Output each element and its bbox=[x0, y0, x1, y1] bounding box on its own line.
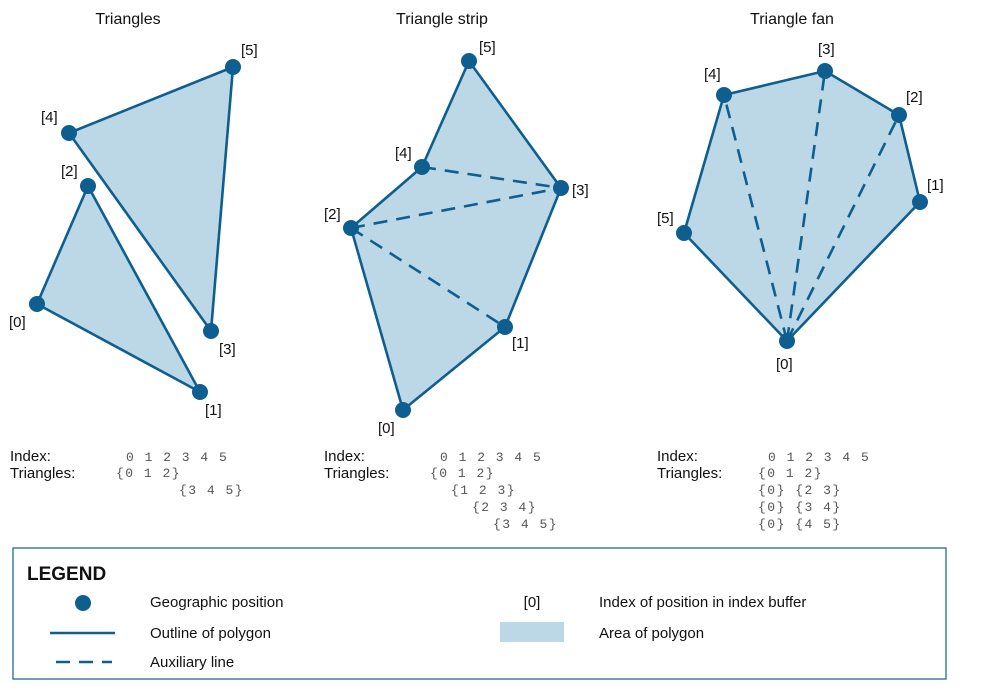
legend-position-symbol bbox=[75, 595, 91, 611]
panel-strip: Triangle strip [0] [1] [2] [3] [4] [5] I… bbox=[324, 11, 589, 532]
vertex-2 bbox=[891, 107, 907, 123]
fan-area bbox=[684, 71, 920, 341]
vertex-3 bbox=[203, 323, 219, 339]
triangle-row-1: {1 2 3} bbox=[451, 483, 516, 498]
vertex-label-5: [5] bbox=[657, 210, 674, 227]
index-row: 0 1 2 3 4 5 bbox=[126, 450, 228, 465]
outline-triangle-345 bbox=[67, 65, 235, 333]
vertex-label-3: [3] bbox=[572, 182, 589, 199]
triangle-row-0: {0 1 2} bbox=[758, 466, 823, 481]
vertex-5 bbox=[676, 225, 692, 241]
vertex-1 bbox=[192, 384, 208, 400]
triangle-row-2: {2 3 4} bbox=[472, 500, 537, 515]
legend: LEGEND Geographic position Outline of po… bbox=[12, 547, 947, 680]
legend-title: LEGEND bbox=[27, 564, 106, 585]
vertex-label-2: [2] bbox=[906, 89, 923, 106]
vertex-label-3: [3] bbox=[219, 341, 236, 358]
vertex-label-1: [1] bbox=[205, 402, 222, 419]
triangle-row-3: {0} {4 5} bbox=[758, 517, 842, 532]
vertex-label-4: [4] bbox=[395, 145, 412, 162]
vertex-3 bbox=[553, 180, 569, 196]
outline-triangle-012 bbox=[35, 184, 202, 394]
vertex-label-5: [5] bbox=[241, 42, 258, 59]
vertex-label-5: [5] bbox=[479, 39, 496, 56]
legend-auxiliary: Auxiliary line bbox=[150, 654, 234, 671]
triangles-label: Triangles: bbox=[324, 465, 389, 482]
vertex-label-4: [4] bbox=[704, 66, 721, 83]
vertex-label-4: [4] bbox=[41, 109, 58, 126]
index-row: 0 1 2 3 4 5 bbox=[440, 450, 542, 465]
auxiliary-line-0-2 bbox=[785, 114, 901, 342]
legend-box bbox=[12, 547, 947, 680]
vertex-1 bbox=[497, 319, 513, 335]
auxiliary-line-0-4 bbox=[722, 94, 789, 342]
legend-outline: Outline of polygon bbox=[150, 625, 271, 642]
legend-index-sample: [0] bbox=[524, 594, 541, 611]
triangle-row-0: {0 1 2} bbox=[430, 466, 495, 481]
legend-geographic-position: Geographic position bbox=[150, 594, 283, 611]
index-label: Index: bbox=[657, 448, 698, 465]
strip-area bbox=[351, 61, 561, 410]
triangle-345 bbox=[69, 67, 233, 331]
auxiliary-line-2-3 bbox=[350, 186, 562, 230]
triangle-row-3: {3 4 5} bbox=[493, 517, 558, 532]
auxiliary-line-2-1 bbox=[350, 226, 506, 329]
triangle-row-2: {0} {3 4} bbox=[758, 500, 842, 515]
vertex-0 bbox=[395, 402, 411, 418]
index-row: 0 1 2 3 4 5 bbox=[768, 450, 870, 465]
vertex-4 bbox=[61, 125, 77, 141]
triangles-label: Triangles: bbox=[657, 465, 722, 482]
panel-title-fan: Triangle fan bbox=[750, 11, 834, 28]
triangle-012 bbox=[37, 186, 200, 392]
vertex-label-0: [0] bbox=[9, 314, 26, 331]
vertex-label-2: [2] bbox=[324, 206, 341, 223]
triangle-row-0: {0 1 2} bbox=[116, 466, 181, 481]
index-label: Index: bbox=[324, 448, 365, 465]
vertex-label-2: [2] bbox=[61, 163, 78, 180]
triangle-row-1: {0} {2 3} bbox=[758, 483, 842, 498]
vertex-2 bbox=[80, 178, 96, 194]
legend-index-description: Index of position in index buffer bbox=[599, 594, 806, 611]
vertex-label-3: [3] bbox=[818, 41, 835, 58]
vertex-label-1: [1] bbox=[512, 335, 529, 352]
vertex-label-0: [0] bbox=[776, 356, 793, 373]
vertex-3 bbox=[817, 63, 833, 79]
auxiliary-line-4-3 bbox=[421, 165, 562, 190]
vertex-5 bbox=[461, 53, 477, 69]
triangle-row-1: {3 4 5} bbox=[179, 483, 244, 498]
vertex-label-0: [0] bbox=[378, 420, 395, 437]
vertex-4 bbox=[414, 159, 430, 175]
legend-area: Area of polygon bbox=[599, 625, 704, 642]
panel-triangles: Triangles [0] [1] [2] [3] [4] [5] Index:… bbox=[9, 11, 258, 498]
vertex-4 bbox=[716, 87, 732, 103]
vertex-0 bbox=[779, 333, 795, 349]
triangles-label: Triangles: bbox=[10, 465, 75, 482]
index-label: Index: bbox=[10, 448, 51, 465]
panel-title-strip: Triangle strip bbox=[396, 11, 488, 28]
vertex-0 bbox=[29, 296, 45, 312]
vertex-5 bbox=[225, 59, 241, 75]
panel-title-triangles: Triangles bbox=[95, 11, 160, 28]
legend-area-symbol bbox=[500, 622, 564, 642]
vertex-2 bbox=[343, 220, 359, 236]
vertex-1 bbox=[912, 194, 928, 210]
panel-fan: Triangle fan [0] [1] [2] [3] [4] [5] Ind… bbox=[657, 11, 944, 532]
vertex-label-1: [1] bbox=[927, 177, 944, 194]
